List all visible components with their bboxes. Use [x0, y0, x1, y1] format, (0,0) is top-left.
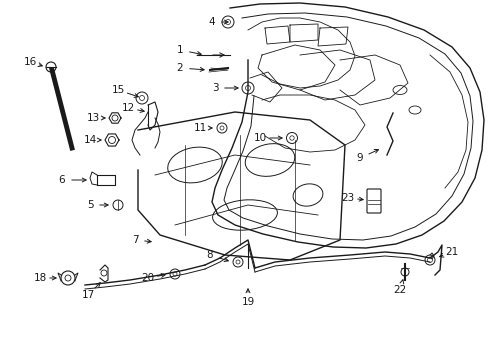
Text: 22: 22 — [392, 285, 406, 295]
Text: 9: 9 — [356, 153, 363, 163]
Text: 10: 10 — [253, 133, 266, 143]
Text: 8: 8 — [206, 250, 213, 260]
Text: 7: 7 — [131, 235, 138, 245]
Text: 21: 21 — [445, 247, 458, 257]
Text: 12: 12 — [121, 103, 134, 113]
Text: 13: 13 — [86, 113, 100, 123]
Text: 11: 11 — [193, 123, 206, 133]
Text: 4: 4 — [208, 17, 215, 27]
Text: 17: 17 — [81, 290, 95, 300]
Text: 15: 15 — [111, 85, 124, 95]
Text: 19: 19 — [241, 297, 254, 307]
Text: 16: 16 — [23, 57, 37, 67]
Text: 5: 5 — [86, 200, 93, 210]
Text: 3: 3 — [211, 83, 218, 93]
Text: 14: 14 — [83, 135, 97, 145]
Text: 2: 2 — [176, 63, 183, 73]
Text: 23: 23 — [341, 193, 354, 203]
Text: 6: 6 — [59, 175, 65, 185]
Text: 20: 20 — [141, 273, 154, 283]
Text: 18: 18 — [33, 273, 46, 283]
Text: 1: 1 — [176, 45, 183, 55]
